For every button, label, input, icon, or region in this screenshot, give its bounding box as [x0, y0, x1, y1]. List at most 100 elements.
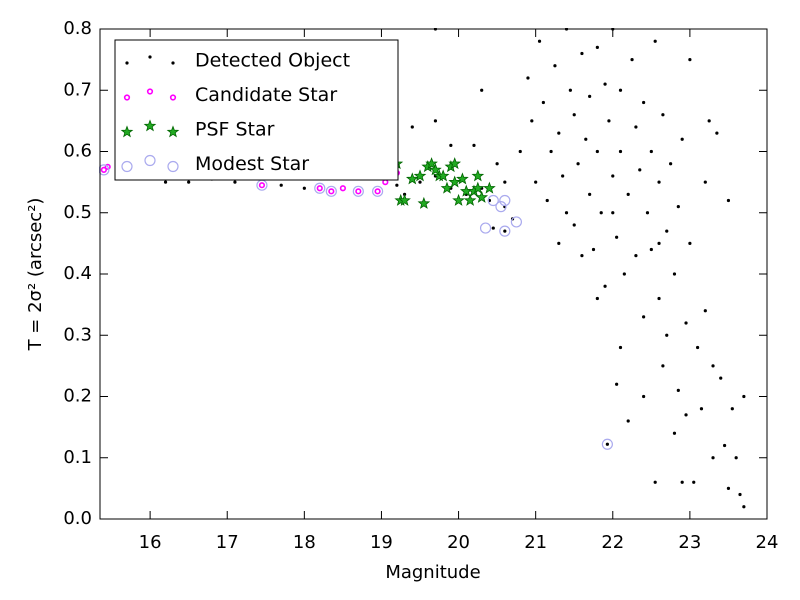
point	[622, 272, 626, 276]
legend-label: Modest Star	[195, 153, 309, 175]
point	[661, 364, 665, 368]
point	[711, 456, 715, 460]
point	[618, 345, 623, 350]
point	[316, 185, 323, 192]
point	[429, 163, 442, 176]
point	[672, 272, 677, 276]
point	[483, 181, 496, 194]
point	[471, 181, 485, 194]
point	[471, 169, 485, 182]
x-tick-label: 23	[678, 532, 701, 553]
point	[314, 182, 326, 194]
point	[588, 94, 592, 98]
point	[607, 119, 611, 123]
legend-label: Detected Object	[195, 50, 350, 72]
point	[100, 166, 107, 173]
point	[526, 76, 530, 80]
point	[649, 247, 653, 252]
point	[475, 190, 489, 203]
point	[665, 229, 669, 233]
point	[163, 180, 168, 184]
point	[568, 88, 572, 92]
point	[572, 113, 576, 117]
point	[703, 180, 707, 184]
y-tick-label: 0.1	[63, 447, 92, 468]
point	[472, 143, 476, 147]
legend-marker	[171, 61, 175, 65]
y-tick-label: 0.6	[63, 141, 92, 162]
point	[707, 119, 711, 123]
point	[653, 39, 657, 43]
legend-marker	[125, 61, 129, 65]
legend-label: Candidate Star	[195, 84, 337, 106]
point	[395, 183, 399, 187]
point	[580, 254, 584, 258]
point	[449, 143, 453, 147]
x-tick-label: 24	[756, 532, 779, 553]
point	[418, 180, 422, 184]
point	[699, 407, 704, 411]
point	[676, 388, 680, 392]
point	[580, 51, 584, 56]
x-tick-label: 17	[216, 532, 239, 553]
y-tick-label: 0.7	[63, 79, 92, 100]
point	[599, 211, 603, 215]
point	[576, 162, 580, 166]
point	[352, 185, 364, 197]
point	[669, 162, 673, 166]
point	[591, 247, 596, 252]
point	[398, 193, 411, 206]
point	[187, 180, 191, 184]
point	[325, 185, 337, 197]
point	[371, 185, 384, 197]
point	[456, 172, 469, 185]
point	[634, 125, 638, 129]
point	[537, 39, 542, 43]
legend-marker	[169, 94, 177, 101]
point	[549, 149, 553, 154]
y-tick-label: 0.8	[63, 18, 92, 39]
point	[642, 394, 646, 399]
point	[436, 169, 450, 182]
point	[355, 188, 362, 195]
point	[410, 125, 414, 129]
point	[541, 100, 545, 105]
point	[726, 486, 731, 490]
point	[601, 438, 613, 450]
point	[495, 162, 499, 166]
point	[626, 192, 630, 196]
point	[588, 192, 592, 196]
point	[611, 211, 615, 215]
point	[495, 201, 507, 213]
point	[499, 225, 511, 237]
point	[595, 45, 599, 49]
point	[463, 193, 477, 206]
point	[661, 113, 665, 117]
x-tick-label: 22	[601, 532, 624, 553]
point	[684, 413, 688, 417]
x-tick-label: 20	[447, 532, 470, 553]
point	[603, 284, 607, 288]
x-axis-label: Magnitude	[385, 562, 480, 583]
point	[657, 241, 661, 245]
point	[630, 58, 634, 62]
point	[734, 456, 738, 460]
x-tick-label: 19	[370, 532, 393, 553]
point	[279, 183, 283, 187]
x-tick-label: 16	[139, 532, 162, 553]
point	[557, 131, 561, 135]
point	[425, 157, 438, 170]
point	[730, 407, 734, 411]
point	[491, 226, 495, 230]
point	[595, 296, 599, 301]
legend-marker	[166, 125, 180, 138]
point	[722, 443, 727, 448]
y-tick-label: 0.2	[63, 386, 92, 407]
point	[572, 223, 576, 227]
point	[688, 58, 692, 62]
point	[615, 235, 619, 239]
point	[545, 198, 549, 203]
legend-marker	[148, 55, 152, 59]
point	[696, 345, 700, 350]
point	[653, 480, 657, 484]
